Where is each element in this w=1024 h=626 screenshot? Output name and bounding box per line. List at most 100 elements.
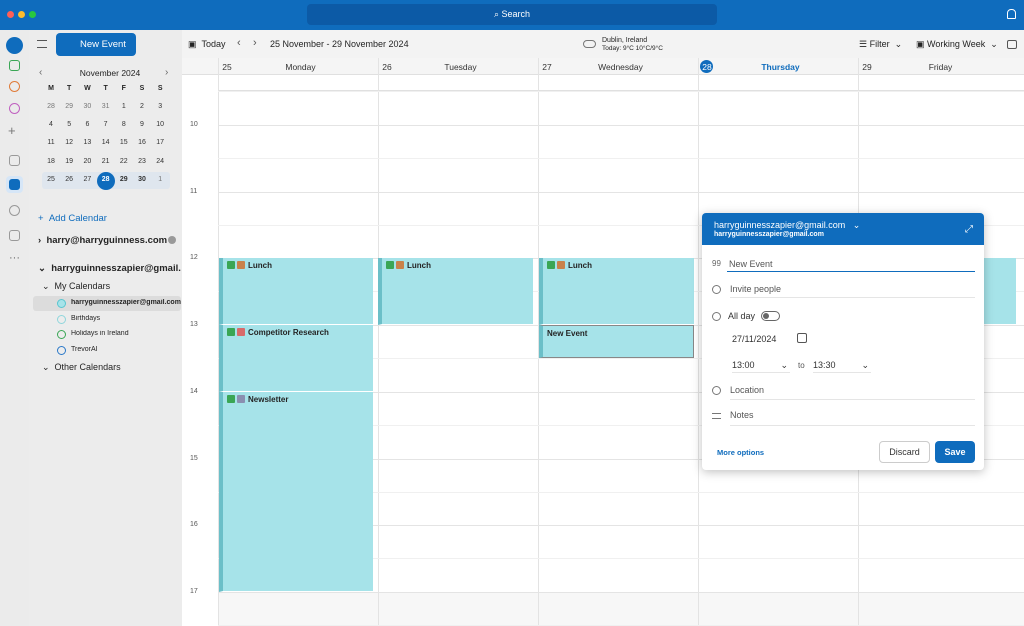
form-account[interactable]: harryguinnesszapier@gmail.com ⌄	[714, 220, 861, 230]
view-button[interactable]: ▣ Working Week ⌄	[916, 39, 998, 49]
today-button[interactable]: ▣ Today	[188, 39, 226, 49]
event[interactable]: Competitor Research	[219, 325, 373, 392]
rail-mail[interactable]	[9, 155, 20, 166]
mini-day[interactable]: 29	[65, 103, 74, 110]
mini-day[interactable]: 30	[83, 103, 92, 110]
discard-button[interactable]: Discard	[879, 441, 930, 463]
mini-day[interactable]: 11	[47, 139, 55, 147]
mini-day[interactable]: 18	[47, 157, 55, 165]
add-calendar[interactable]: + Add Calendar	[38, 213, 107, 224]
form-expand[interactable]: ⤢	[965, 224, 973, 235]
rail-calendar-icon	[9, 179, 20, 190]
location-icon	[712, 386, 721, 395]
rail-icon[interactable]	[9, 60, 20, 71]
mini-day[interactable]: 29	[119, 175, 128, 183]
mini-day[interactable]: 28	[101, 175, 110, 183]
account-1[interactable]: › harry@harryguinness.com	[38, 235, 168, 246]
mini-day[interactable]: 31	[101, 103, 110, 110]
mini-day[interactable]: 14	[101, 139, 110, 147]
mini-day[interactable]: 30	[138, 175, 146, 183]
event[interactable]: Lunch	[378, 258, 533, 325]
mini-day[interactable]: 2	[140, 103, 144, 110]
mini-day[interactable]: 5	[67, 121, 72, 129]
rail-star[interactable]	[9, 230, 20, 241]
hour-line	[218, 125, 1024, 126]
calendar-name[interactable]: Birthdays	[71, 314, 101, 322]
calendar-name[interactable]: TrevorAI	[71, 346, 98, 354]
end-time[interactable]: 13:30 ⌄	[813, 360, 871, 373]
rail-people[interactable]	[9, 205, 20, 216]
filter-button[interactable]: ☰ Filter ⌄	[859, 39, 903, 49]
mini-day[interactable]: 9	[140, 121, 144, 129]
mini-day[interactable]: 23	[138, 157, 146, 165]
other-calendars[interactable]: ⌄ Other Calendars	[42, 362, 121, 372]
rail-icon[interactable]	[9, 103, 20, 114]
title-input[interactable]: New Event	[727, 256, 975, 272]
invite-field[interactable]: Invite people	[730, 284, 975, 298]
draft-event[interactable]: New Event	[539, 325, 694, 358]
calendar-name[interactable]: harryguinnesszapier@gmail.com	[71, 299, 181, 306]
mini-day[interactable]: 3	[158, 103, 163, 110]
mini-day[interactable]: 20	[83, 157, 92, 165]
event[interactable]: Lunch	[219, 258, 373, 325]
mini-day[interactable]: 16	[138, 139, 146, 147]
day-divider	[218, 58, 219, 626]
zoom-button[interactable]	[29, 11, 36, 18]
date-field[interactable]: 27/11/2024	[732, 334, 777, 344]
rail-more[interactable]: ···	[9, 252, 20, 264]
mini-day[interactable]: 10	[156, 121, 165, 129]
mini-day[interactable]: 1	[121, 103, 126, 110]
mini-day[interactable]: 22	[119, 157, 128, 165]
rail-home[interactable]	[6, 37, 23, 54]
hour-label: 14	[190, 387, 198, 395]
mini-day[interactable]: 1	[158, 175, 163, 183]
prev-week[interactable]: ‹	[237, 37, 241, 49]
date-picker-icon[interactable]	[797, 333, 807, 343]
mini-day[interactable]: 25	[47, 175, 55, 183]
mini-day[interactable]: 21	[101, 157, 110, 165]
prev-month[interactable]: ‹	[39, 67, 43, 78]
mini-day[interactable]: 26	[65, 175, 74, 183]
minimize-button[interactable]	[18, 11, 25, 18]
add-calendar-label: Add Calendar	[48, 213, 107, 224]
mini-day[interactable]: 4	[49, 121, 53, 129]
save-button[interactable]: Save	[935, 441, 975, 463]
mini-day[interactable]: 19	[65, 157, 74, 165]
my-calendars[interactable]: ⌄ My Calendars	[42, 281, 111, 291]
mini-day[interactable]: 7	[103, 121, 108, 129]
expand-button[interactable]	[1007, 40, 1017, 49]
day-divider	[538, 58, 539, 626]
event-partial[interactable]	[984, 258, 1016, 325]
account-label: harryguinnesszapier@gmail.com	[714, 220, 846, 230]
mini-day[interactable]: 8	[121, 121, 126, 129]
notes-field[interactable]: Notes	[730, 410, 975, 426]
notifications[interactable]	[1007, 9, 1016, 19]
start-time[interactable]: 13:00 ⌄	[732, 360, 790, 373]
account-2[interactable]: ⌄ harryguinnesszapier@gmail.com	[38, 263, 181, 274]
mini-day[interactable]: 13	[83, 139, 92, 147]
app-rail	[0, 30, 29, 626]
calendar-name[interactable]: Holidays in Ireland	[71, 330, 129, 338]
event[interactable]: Newsletter	[219, 392, 373, 592]
more-options[interactable]: More options	[717, 448, 765, 457]
day-divider	[698, 58, 699, 626]
all-day-toggle[interactable]	[761, 311, 780, 321]
event[interactable]: Lunch	[539, 258, 694, 325]
rail-icon[interactable]	[9, 81, 20, 92]
mini-day[interactable]: 6	[85, 121, 90, 129]
mini-day[interactable]: 15	[119, 139, 128, 147]
mini-day[interactable]: 27	[83, 175, 92, 183]
next-week[interactable]: ›	[253, 37, 257, 49]
bottom-area	[218, 592, 1024, 626]
location-field[interactable]: Location	[730, 385, 975, 400]
menu-button[interactable]	[37, 40, 47, 48]
rail-add[interactable]: +	[8, 123, 16, 138]
search-box[interactable]: ⌕ Search	[307, 4, 717, 25]
mini-day[interactable]: 24	[156, 157, 165, 165]
mini-day[interactable]: 12	[65, 139, 74, 147]
mini-day[interactable]: 17	[156, 139, 165, 147]
mini-day[interactable]: 28	[47, 103, 55, 110]
close-button[interactable]	[7, 11, 14, 18]
new-event-button[interactable]: New Event	[56, 33, 136, 56]
next-month[interactable]: ›	[165, 67, 169, 78]
